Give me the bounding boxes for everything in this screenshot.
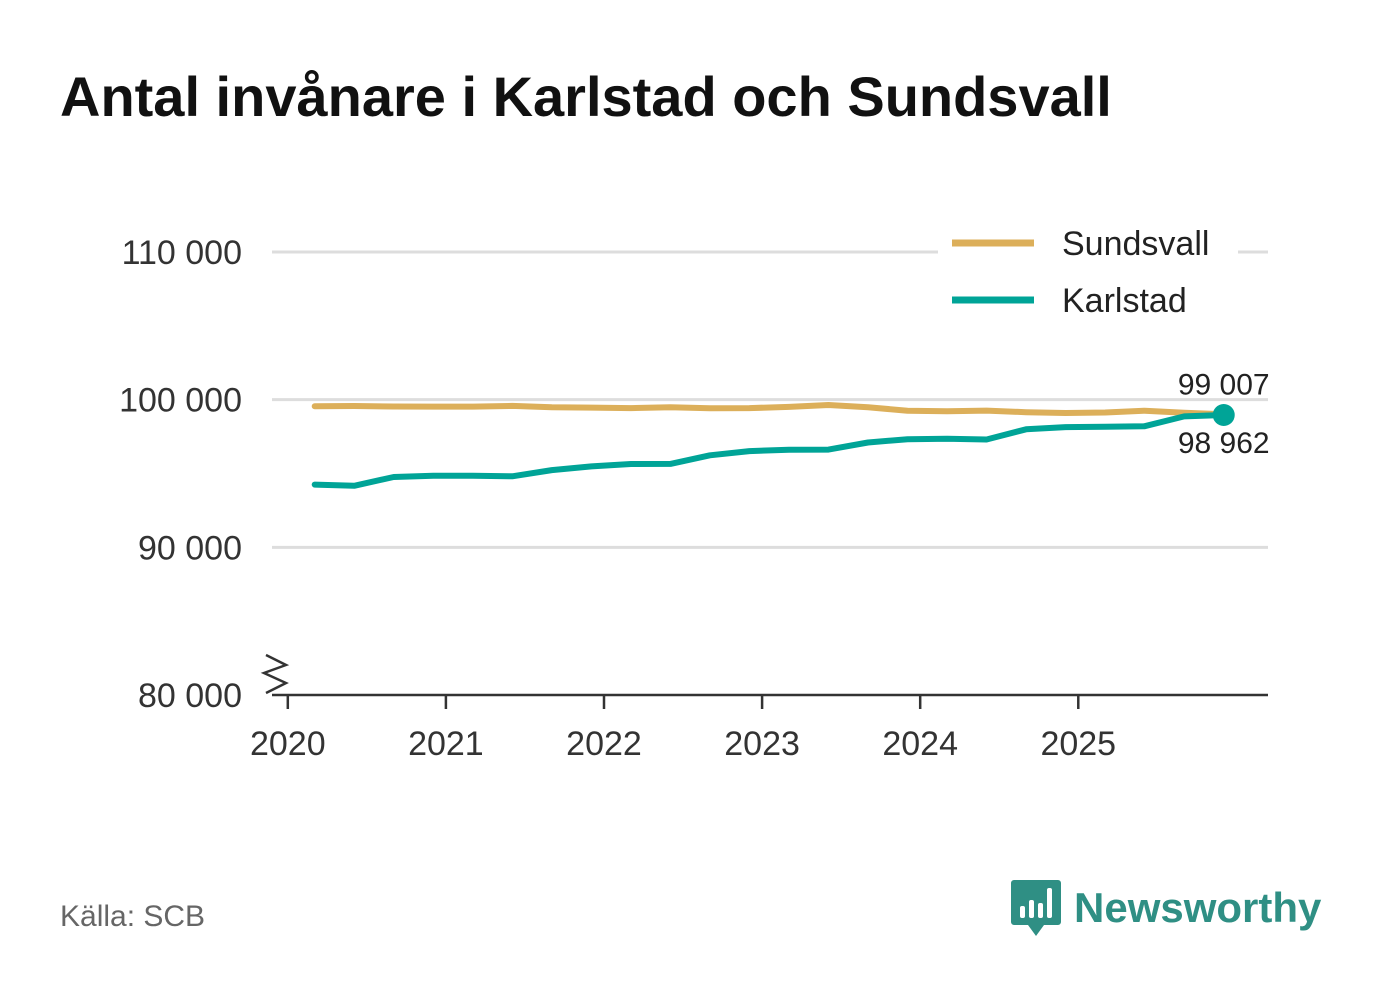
x-tick-label: 2024 — [882, 725, 958, 763]
chart-title: Antal invånare i Karlstad och Sundsvall — [60, 65, 1112, 128]
karlstad-end-marker — [1212, 403, 1235, 426]
y-tick-label: 100 000 — [119, 382, 242, 420]
source-note: Källa: SCB — [60, 900, 206, 933]
newsworthy-logo-icon — [1011, 880, 1061, 936]
x-tick-label: 2021 — [408, 725, 484, 763]
end-labels: 99 007 98 962 — [1178, 368, 1270, 460]
y-tick-label: 80 000 — [138, 677, 242, 715]
x-tick-label: 2025 — [1040, 725, 1116, 763]
legend-label-sundsvall: Sundsvall — [1062, 225, 1209, 263]
x-tick-label: 2020 — [250, 725, 326, 763]
karlstad-end-label: 98 962 — [1178, 427, 1270, 460]
legend-background — [938, 218, 1238, 328]
brand-name: Newsworthy — [1074, 884, 1322, 931]
legend: Sundsvall Karlstad — [938, 218, 1238, 328]
axis-break-icon — [260, 653, 290, 695]
series-line-karlstad — [311, 412, 1227, 489]
y-tick-label: 90 000 — [138, 529, 242, 567]
legend-label-karlstad: Karlstad — [1062, 282, 1187, 320]
axes: 80 000 90 000 100 000 110 000 2020 2021 2022 20… — [119, 234, 1268, 763]
x-tick-label: 2023 — [724, 725, 800, 763]
x-tick-label: 2022 — [566, 725, 642, 763]
brand-logo: Newsworthy — [1010, 878, 1321, 938]
y-tick-label: 110 000 — [122, 234, 242, 272]
series-line-sundsvall — [311, 402, 1227, 418]
sundsvall-end-label: 99 007 — [1178, 368, 1270, 401]
series-lines — [311, 402, 1235, 489]
